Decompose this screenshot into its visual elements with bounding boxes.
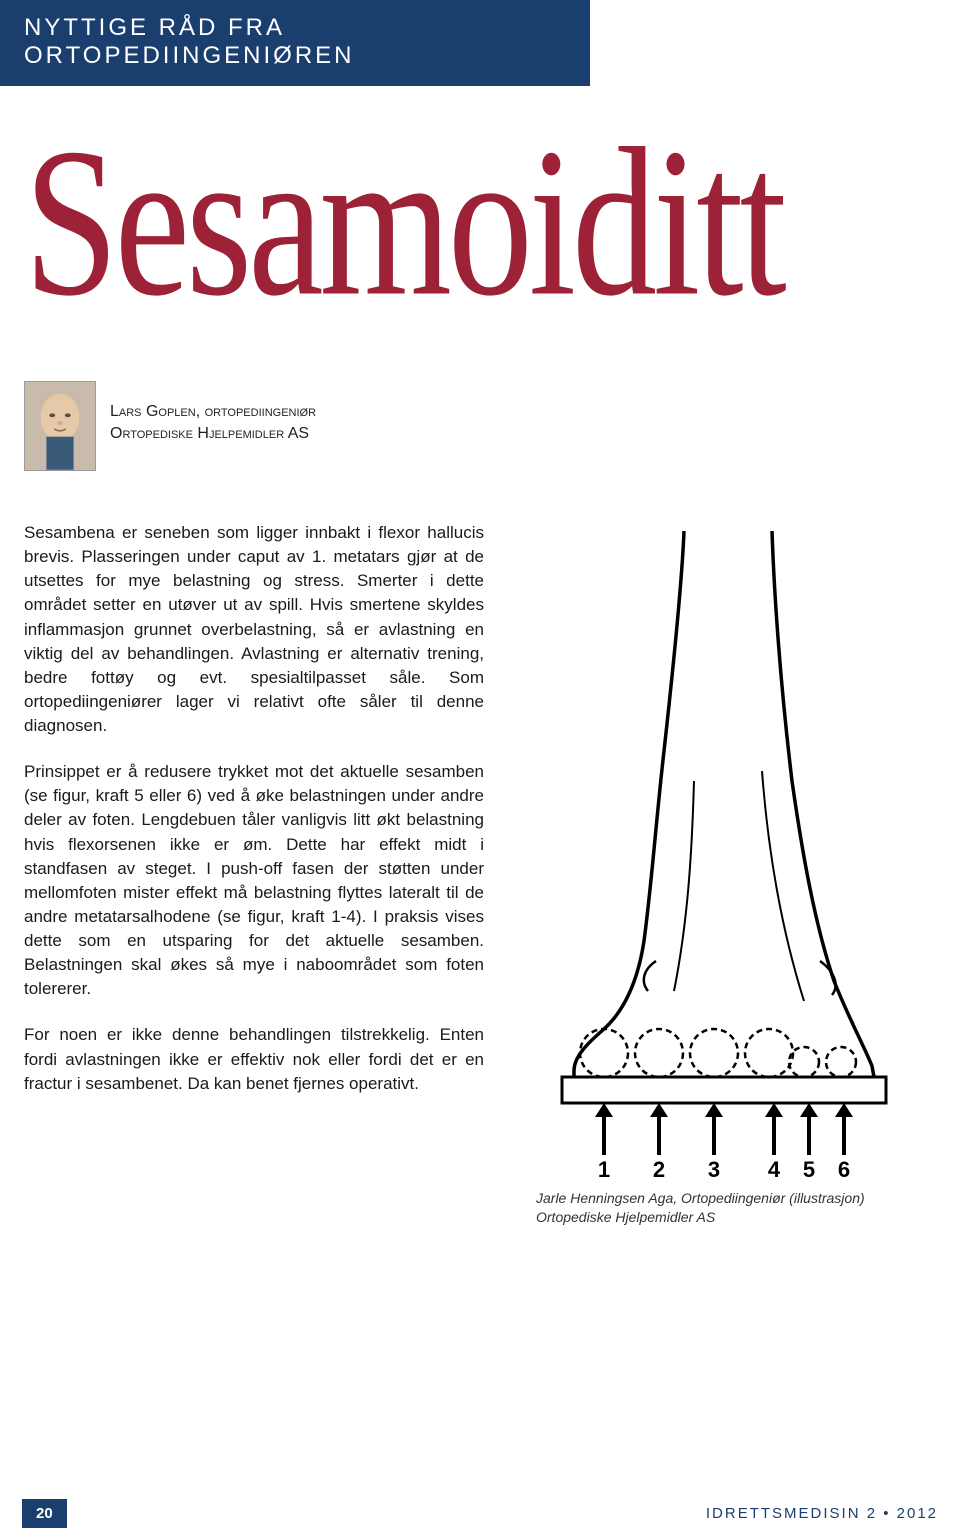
overline-title: NYTTIGE RÅD FRA ORTOPEDIINGENIØREN [24,14,566,70]
author-text: Lars Goplen, ortopediingeniør Ortopedisk… [110,381,316,444]
text-column: Sesambena er seneben som ligger innbakt … [24,521,484,1227]
svg-text:4: 4 [768,1157,781,1181]
content-columns: Sesambena er seneben som ligger innbakt … [24,521,936,1227]
paragraph-3: For noen er ikke denne behandlingen tils… [24,1023,484,1095]
figure-column: 1 2 3 456 Jarle Henningsen Aga, Ortopediing… [514,521,934,1227]
publication-info: IDRETTSMEDISIN 2 • 2012 [706,1505,938,1522]
header-block: NYTTIGE RÅD FRA ORTOPEDIINGENIØREN [0,0,590,86]
svg-text:1: 1 [598,1157,610,1181]
page-number: 20 [22,1499,67,1528]
svg-text:5: 5 [803,1157,815,1181]
paragraph-1: Sesambena er seneben som ligger innbakt … [24,521,484,738]
author-photo [24,381,96,471]
caption-line1: Jarle Henningsen Aga, Ortopediingeniør (… [536,1190,865,1206]
svg-text:6: 6 [838,1157,850,1181]
author-row: Lars Goplen, ortopediingeniør Ortopedisk… [24,381,960,471]
foot-diagram: 1 2 3 456 [544,521,904,1181]
footer: 20 IDRETTSMEDISIN 2 • 2012 [0,1499,960,1528]
svg-text:2: 2 [653,1157,665,1181]
figure-caption: Jarle Henningsen Aga, Ortopediingeniør (… [514,1189,865,1227]
author-name: Lars Goplen, ortopediingeniør [110,401,316,423]
svg-text:3: 3 [708,1157,720,1181]
article-title: Sesamoiditt [24,116,960,329]
paragraph-2: Prinsippet er å redusere trykket mot det… [24,760,484,1001]
caption-line2: Ortopediske Hjelpemidler AS [536,1209,715,1225]
author-org: Ortopediske Hjelpemidler AS [110,423,316,445]
